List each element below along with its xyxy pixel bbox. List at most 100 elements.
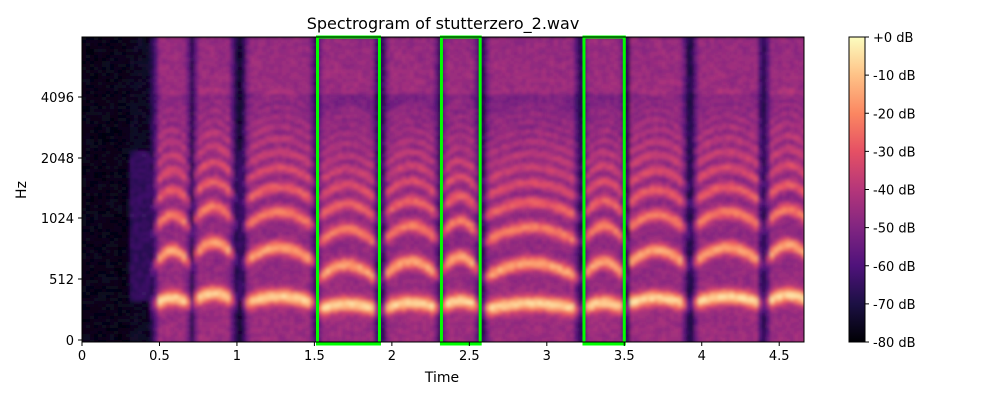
spectrogram-cell	[170, 91, 175, 95]
spectrogram-cell	[226, 286, 231, 290]
spectrogram-cell	[266, 61, 271, 65]
spectrogram-cell	[182, 298, 187, 302]
spectrogram-cell	[110, 193, 115, 197]
spectrogram-cell	[142, 211, 147, 215]
spectrogram-cell	[98, 229, 103, 233]
spectrogram-cell	[266, 181, 271, 185]
spectrogram-cell	[154, 259, 159, 263]
spectrogram-cell	[254, 307, 259, 311]
spectrogram-cell	[242, 106, 247, 110]
spectrogram-cell	[122, 298, 127, 302]
spectrogram-cell	[174, 175, 179, 179]
spectrogram-cell	[110, 280, 115, 284]
spectrogram-cell	[166, 193, 171, 197]
spectrogram-cell	[194, 148, 199, 152]
spectrogram-cell	[142, 259, 147, 263]
spectrogram-cell	[266, 307, 271, 311]
spectrogram-cell	[202, 88, 207, 92]
spectrogram-cell	[218, 61, 223, 65]
spectrogram-cell	[262, 136, 267, 140]
spectrogram-cell	[162, 283, 167, 287]
spectrogram-cell	[186, 307, 191, 311]
spectrogram-cell	[102, 196, 107, 200]
spectrogram-cell	[122, 259, 127, 263]
spectrogram-cell	[246, 70, 251, 74]
spectrogram-cell	[142, 169, 147, 173]
spectrogram-cell	[162, 226, 167, 230]
spectrogram-cell	[86, 253, 91, 257]
spectrogram-cell	[122, 70, 127, 74]
spectrogram-cell	[146, 142, 151, 146]
spectrogram-cell	[154, 100, 159, 104]
spectrogram-cell	[174, 190, 179, 194]
spectrogram-cell	[114, 55, 119, 59]
spectrogram-cell	[86, 61, 91, 65]
spectrogram-cell	[122, 328, 127, 332]
spectrogram-cell	[162, 208, 167, 212]
spectrogram-cell	[190, 169, 195, 173]
spectrogram-cell	[174, 40, 179, 44]
spectrogram-cell	[226, 277, 231, 281]
spectrogram-cell	[118, 268, 123, 272]
spectrogram-cell	[138, 247, 143, 251]
spectrogram-cell	[126, 274, 131, 278]
spectrogram-cell	[122, 280, 127, 284]
spectrogram-cell	[186, 226, 191, 230]
spectrogram-cell	[110, 121, 115, 125]
spectrogram-cell	[154, 142, 159, 146]
spectrogram-cell	[238, 241, 243, 245]
spectrogram-cell	[182, 268, 187, 272]
spectrogram-cell	[206, 58, 211, 62]
spectrogram-cell	[222, 163, 227, 167]
spectrogram-cell	[150, 37, 155, 41]
spectrogram-cell	[218, 184, 223, 188]
spectrogram-cell	[162, 94, 167, 98]
spectrogram-cell	[86, 73, 91, 77]
spectrogram-cell	[222, 217, 227, 221]
spectrogram-cell	[254, 196, 259, 200]
spectrogram-cell	[242, 58, 247, 62]
spectrogram-cell	[146, 115, 151, 119]
spectrogram-cell	[86, 79, 91, 83]
spectrogram-cell	[94, 91, 99, 95]
spectrogram-cell	[170, 103, 175, 107]
spectrogram-cell	[98, 91, 103, 95]
spectrogram-cell	[166, 220, 171, 224]
spectrogram-cell	[202, 109, 207, 113]
spectrogram-cell	[250, 238, 255, 242]
spectrogram-cell	[210, 181, 215, 185]
spectrogram-cell	[194, 214, 199, 218]
spectrogram-cell	[246, 256, 251, 260]
spectrogram-cell	[82, 148, 87, 152]
spectrogram-cell	[194, 121, 199, 125]
spectrogram-cell	[150, 256, 155, 260]
spectrogram-cell	[194, 331, 199, 335]
spectrogram-cell	[242, 145, 247, 149]
spectrogram-cell	[178, 58, 183, 62]
spectrogram-cell	[90, 280, 95, 284]
spectrogram-cell	[90, 112, 95, 116]
spectrogram-cell	[166, 58, 171, 62]
spectrogram-cell	[234, 208, 239, 212]
spectrogram-cell	[242, 43, 247, 47]
spectrogram-cell	[242, 199, 247, 203]
spectrogram-cell	[246, 304, 251, 308]
spectrogram-cell	[90, 70, 95, 74]
spectrogram-cell	[262, 223, 267, 227]
spectrogram-cell	[94, 184, 99, 188]
spectrogram-cell	[178, 169, 183, 173]
spectrogram-cell	[162, 151, 167, 155]
spectrogram-cell	[206, 271, 211, 275]
spectrogram-cell	[94, 256, 99, 260]
spectrogram-cell	[114, 175, 119, 179]
spectrogram-cell	[266, 238, 271, 242]
spectrogram-cell	[142, 229, 147, 233]
spectrogram-cell	[102, 235, 107, 239]
spectrogram-cell	[214, 139, 219, 143]
spectrogram-cell	[130, 127, 135, 131]
spectrogram-cell	[274, 304, 279, 308]
spectrogram-cell	[150, 220, 155, 224]
spectrogram-cell	[242, 262, 247, 266]
spectrogram-cell	[154, 226, 159, 230]
spectrogram-cell	[170, 217, 175, 221]
